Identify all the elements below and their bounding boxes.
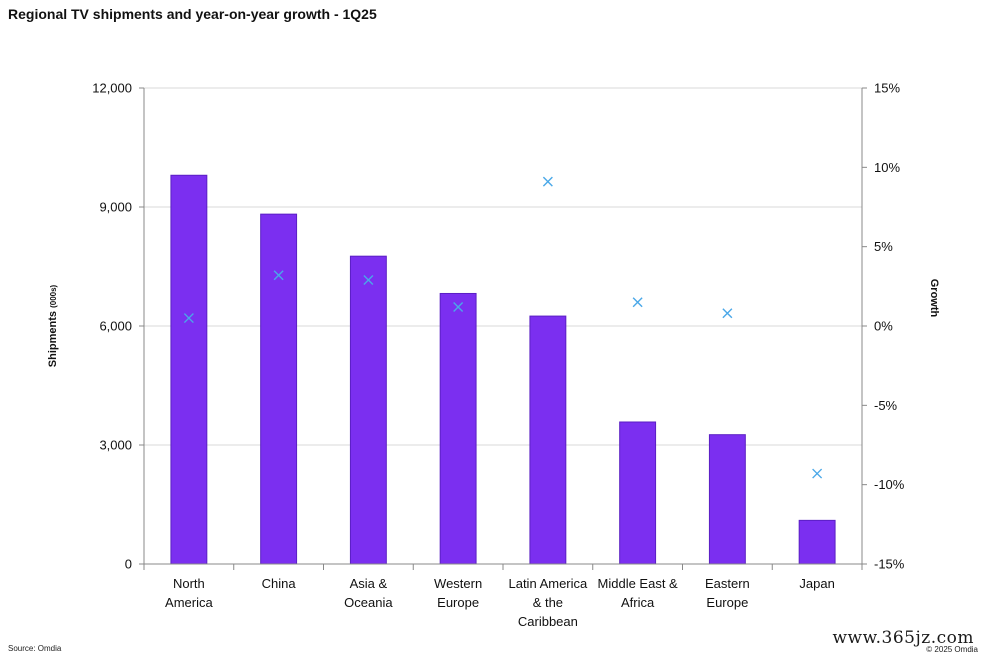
bar	[708, 434, 746, 565]
growth-marker	[363, 274, 374, 285]
growth-marker	[632, 297, 643, 308]
bar	[439, 292, 477, 565]
bar	[798, 519, 836, 565]
y2-tick-label: 0%	[874, 319, 893, 334]
axes	[139, 87, 867, 570]
gridlines	[144, 87, 862, 446]
axis-titles: Shipments (000s) Growth	[47, 279, 940, 367]
x-axis-categories: North America China Asia & Oceania Western Eur…	[165, 576, 835, 629]
y2-tick-label: 10%	[874, 160, 900, 175]
y2-tick-label: 15%	[874, 81, 900, 96]
growth-marker-stroke	[812, 468, 823, 479]
bar	[529, 315, 567, 565]
growth-marker-stroke	[542, 176, 553, 187]
growth-marker-stroke	[273, 270, 284, 281]
category-label: Middle East & Africa	[598, 576, 679, 610]
growth-marker	[722, 308, 733, 319]
growth-marker	[812, 468, 823, 479]
growth-marker-stroke	[183, 313, 194, 324]
y2-tick-label: 5%	[874, 239, 893, 254]
source-note: Source: Omdia	[8, 644, 62, 653]
y2-axis-title: Growth	[928, 279, 940, 318]
y-axis-ticks: 0 3,000 6,000 9,000 12,000	[92, 81, 132, 572]
growth-marker	[453, 301, 464, 312]
y2-tick-label: -5%	[874, 398, 898, 413]
bar	[170, 174, 208, 565]
growth-series	[183, 176, 823, 479]
y-tick-label: 0	[125, 557, 132, 572]
y-tick-label: 9,000	[99, 200, 132, 215]
y-tick-label: 3,000	[99, 438, 132, 453]
growth-marker	[183, 313, 194, 324]
category-label: Latin America & the Caribbean	[508, 576, 588, 629]
watermark: www.365jz.com	[832, 628, 974, 648]
y2-tick-label: -10%	[874, 477, 905, 492]
category-label: China	[262, 576, 297, 591]
bar-series	[170, 174, 836, 565]
copyright-note: © 2025 Omdia	[926, 645, 978, 654]
category-label: Western Europe	[434, 576, 482, 610]
growth-marker	[542, 176, 553, 187]
category-label: Asia & Oceania	[344, 576, 393, 610]
bar	[619, 421, 657, 565]
category-label: Japan	[799, 576, 834, 591]
y-axis-title: Shipments (000s)	[47, 284, 59, 367]
growth-marker-stroke	[363, 274, 374, 285]
y-tick-label: 12,000	[92, 81, 132, 96]
category-label: North America	[165, 576, 213, 610]
chart-title: Regional TV shipments and year-on-year g…	[8, 6, 377, 22]
growth-marker-stroke	[632, 297, 643, 308]
y-tick-label: 6,000	[99, 319, 132, 334]
bar	[349, 255, 387, 565]
growth-marker	[273, 270, 284, 281]
y2-axis-ticks: -15% -10% -5% 0% 5% 10% 15%	[874, 81, 905, 572]
bar	[260, 213, 298, 565]
growth-marker-stroke	[453, 301, 464, 312]
growth-marker-stroke	[722, 308, 733, 319]
y2-tick-label: -15%	[874, 557, 905, 572]
category-label: Eastern Europe	[705, 576, 750, 610]
